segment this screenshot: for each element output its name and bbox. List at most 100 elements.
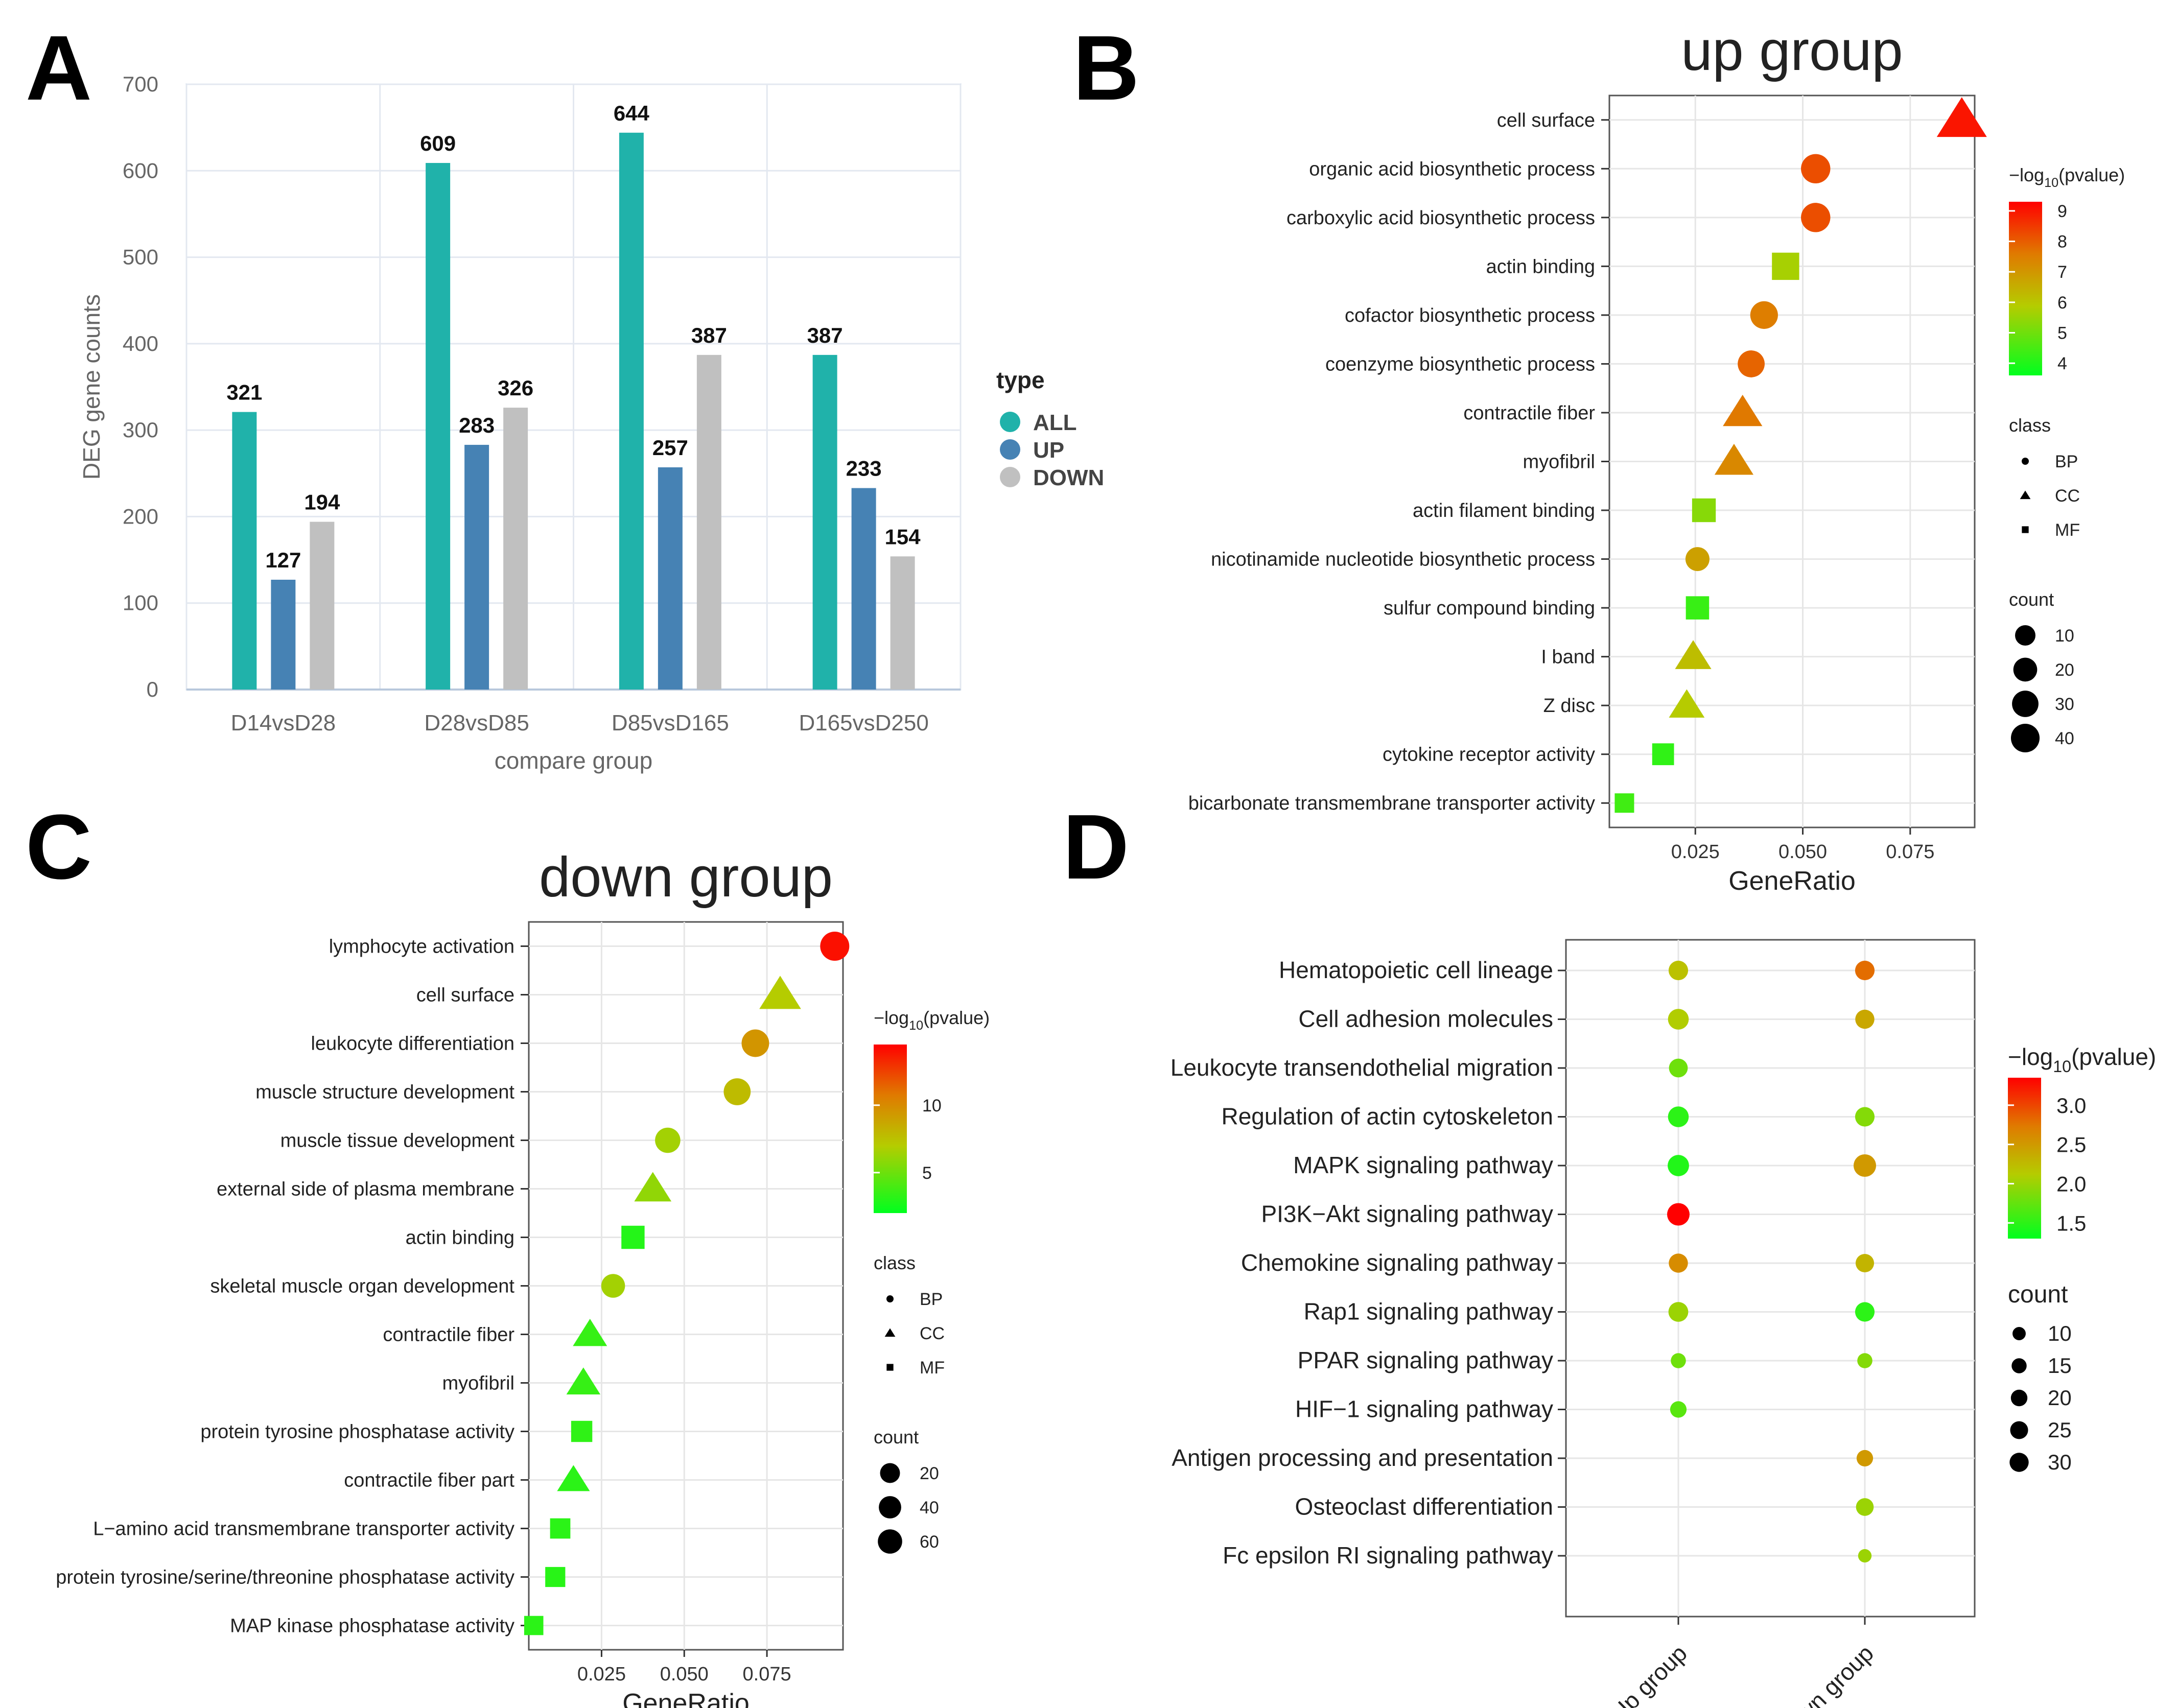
count-legend-label: 60 [920, 1532, 939, 1552]
class-legend-label: BP [920, 1290, 943, 1309]
colorbar-title-sub: 10 [909, 1018, 923, 1033]
term-label: actin binding [406, 1227, 514, 1249]
colorbar [2009, 202, 2042, 375]
bar-value-label: 387 [691, 323, 727, 347]
y-tick-label: 700 [123, 72, 158, 96]
term-label: muscle tissue development [280, 1130, 515, 1152]
count-legend-label: 40 [2055, 729, 2074, 748]
data-point [820, 932, 850, 961]
panel-b-up-group-dotplot: cell surface organic acid biosynthetic pr… [1188, 19, 2125, 896]
panel-d-kegg-dotplot: Hematopoietic cell lineage Cell adhesion … [1171, 939, 2156, 1708]
bar-up [851, 488, 876, 690]
bar-all [426, 163, 451, 690]
term-label: organic acid biosynthetic process [1309, 158, 1595, 180]
bar-value-label: 644 [614, 101, 650, 125]
data-point [1858, 1549, 1872, 1563]
data-point [1686, 596, 1710, 620]
class-legend-marker [886, 1295, 894, 1302]
data-point [1855, 1253, 1875, 1273]
term-label: muscle structure development [255, 1082, 514, 1103]
term-label: I band [1541, 647, 1595, 668]
data-point [1856, 1450, 1874, 1467]
data-point [1801, 203, 1831, 232]
colorbar-title-prefix: −log [2008, 1043, 2053, 1070]
data-point [1685, 547, 1710, 572]
data-point [557, 1465, 590, 1491]
data-point [1855, 1009, 1875, 1029]
legend-label: UP [1033, 438, 1064, 463]
term-label: contractile fiber [383, 1324, 514, 1346]
colorbar-tick-label: 4 [2057, 354, 2067, 373]
count-legend-title: count [2009, 589, 2054, 610]
data-point [1856, 1498, 1874, 1516]
count-legend-label: 10 [2048, 1321, 2072, 1345]
plot-area [1565, 939, 1976, 1618]
bar-down [503, 408, 528, 690]
chart-title: down group [539, 846, 833, 909]
bar-value-label: 233 [846, 457, 882, 481]
count-legend-label: 30 [2048, 1450, 2072, 1474]
legend-swatch-up [1000, 439, 1020, 460]
colorbar-title-prefix: −log [2009, 164, 2044, 185]
chart-title: up group [1681, 19, 1903, 82]
data-point [634, 1172, 672, 1202]
bar-value-label: 609 [420, 131, 456, 155]
pathway-label: PI3K−Akt signaling pathway [1261, 1201, 1553, 1227]
term-label: protein tyrosine/serine/threonine phosph… [56, 1567, 514, 1588]
data-point [601, 1274, 625, 1298]
term-label: coenzyme biosynthetic process [1325, 353, 1595, 375]
term-label: actin binding [1486, 256, 1595, 277]
pathway-label: Cell adhesion molecules [1298, 1006, 1553, 1032]
colorbar-tick-label: 3.0 [2056, 1094, 2086, 1118]
data-point [1668, 1106, 1689, 1127]
count-legend-marker [2012, 691, 2039, 717]
data-point [1714, 443, 1754, 475]
count-legend-marker [2012, 1327, 2026, 1340]
legend-title: type [996, 367, 1045, 393]
colorbar-title: −log10(pvalue) [874, 1007, 990, 1033]
data-point [1854, 1154, 1876, 1177]
colorbar-title-sub: 10 [2053, 1057, 2071, 1076]
data-point [573, 1319, 607, 1346]
panel-letter-c: C [26, 796, 92, 898]
bar-up [464, 444, 489, 690]
legend-swatch-all [1000, 412, 1020, 432]
term-label: cell surface [416, 985, 514, 1006]
count-legend-marker [880, 1463, 900, 1483]
data-point [1772, 252, 1799, 280]
term-label: sulfur compound binding [1384, 598, 1595, 619]
pathway-label: Osteoclast differentiation [1295, 1493, 1553, 1520]
x-tick-label: Up group [1605, 1640, 1692, 1708]
count-legend-label: 30 [2055, 695, 2074, 714]
data-point [759, 976, 801, 1009]
colorbar-tick-label: 7 [2057, 263, 2067, 282]
pathway-label: HIF−1 signaling pathway [1295, 1396, 1553, 1422]
panel-letter-b: B [1073, 17, 1139, 120]
data-point [1668, 1155, 1689, 1176]
term-label: actin filament binding [1413, 500, 1595, 521]
colorbar-tick-label: 8 [2057, 232, 2067, 252]
data-point [1614, 793, 1634, 813]
pathway-label: Hematopoietic cell lineage [1279, 957, 1553, 983]
data-point [723, 1078, 751, 1105]
data-point [1857, 1353, 1872, 1368]
count-legend-marker [879, 1496, 901, 1519]
data-point [1855, 1302, 1875, 1322]
legend-label: DOWN [1033, 465, 1104, 490]
count-legend-label: 20 [2055, 660, 2074, 680]
term-label: L−amino acid transmembrane transporter a… [93, 1519, 514, 1540]
x-tick-label: 0.050 [1778, 841, 1827, 863]
data-point [1675, 640, 1712, 669]
bar-value-label: 387 [807, 323, 843, 347]
pathway-label: Rap1 signaling pathway [1304, 1298, 1553, 1325]
pathway-label: Antigen processing and presentation [1172, 1444, 1553, 1471]
term-label: contractile fiber part [344, 1470, 514, 1491]
x-axis-title: compare group [495, 747, 652, 774]
x-tick-label: 0.025 [577, 1664, 626, 1685]
data-point [1667, 1203, 1690, 1226]
count-legend-label: 10 [2055, 626, 2074, 646]
data-point [1855, 1107, 1875, 1127]
bar-down [310, 521, 335, 690]
y-tick-label: 200 [123, 504, 158, 528]
